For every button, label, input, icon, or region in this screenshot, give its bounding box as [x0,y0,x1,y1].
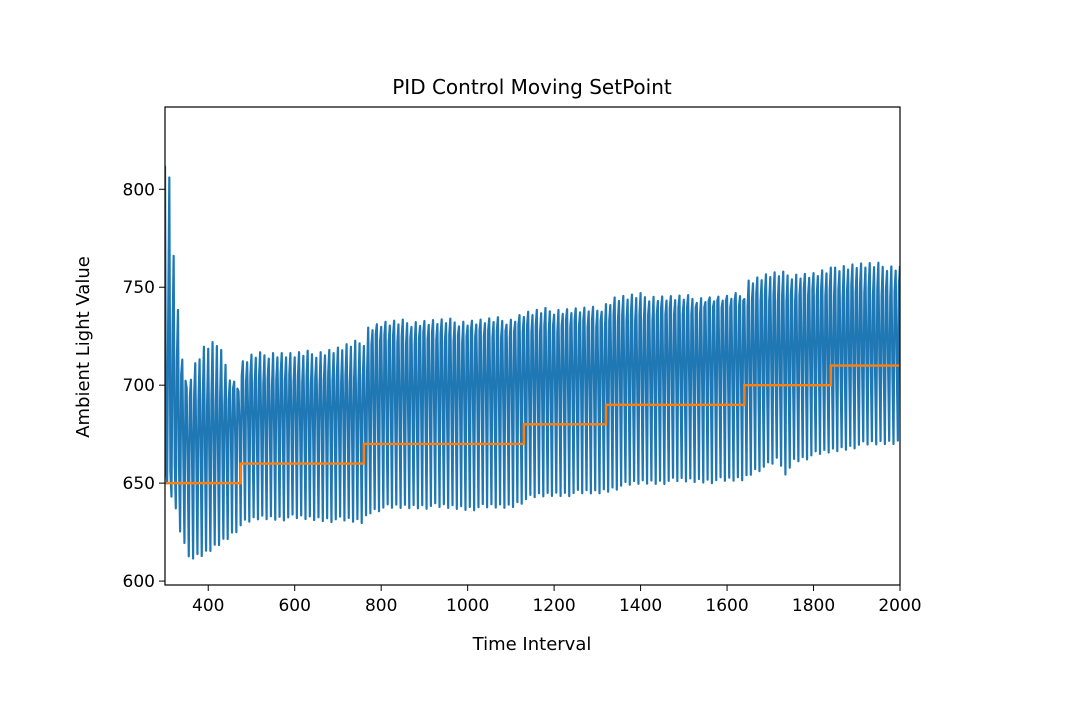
y-tick-label: 650 [123,474,155,494]
y-axis: 600 650 700 750 800 [123,180,165,592]
x-tick-label: 1600 [705,596,748,616]
x-tick-label: 2000 [878,596,921,616]
y-tick-label: 800 [123,180,155,200]
series-measured-line [165,165,900,560]
chart-title: PID Control Moving SetPoint [392,75,672,99]
plot-area [165,165,900,560]
x-axis-label: Time Interval [472,634,592,655]
x-axis: 400 600 800 1000 1200 1400 1600 1800 2000 [192,585,922,616]
x-tick-label: 1200 [532,596,575,616]
x-tick-label: 400 [192,596,224,616]
y-tick-label: 700 [123,376,155,396]
plot-frame [164,106,901,586]
series-setpoint-line [165,364,900,485]
y-axis-label: Ambient Light Value [73,256,94,438]
x-tick-label: 1400 [619,596,662,616]
y-tick-label: 750 [123,278,155,298]
x-tick-label: 1800 [792,596,835,616]
x-tick-label: 600 [278,596,310,616]
y-tick-label: 600 [123,572,155,592]
x-tick-label: 800 [365,596,397,616]
x-tick-label: 1000 [446,596,489,616]
